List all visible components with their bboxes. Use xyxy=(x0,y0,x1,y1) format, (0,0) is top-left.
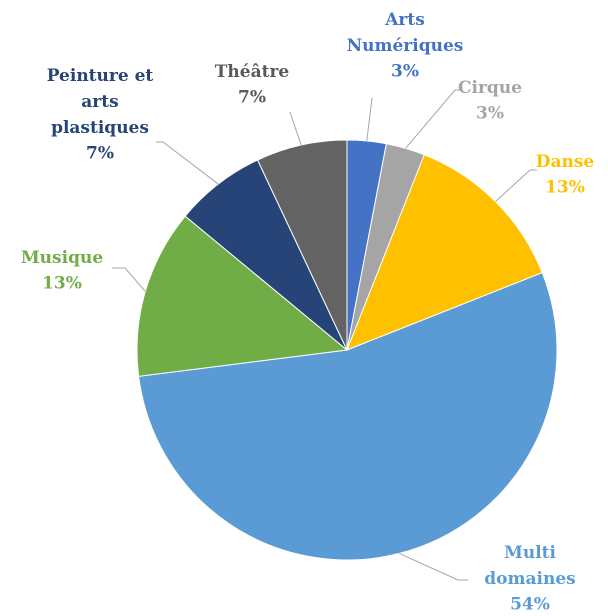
leader-line xyxy=(156,141,219,185)
slice-label: Cirque xyxy=(458,78,522,98)
slice-label: Peinture et arts plastiques xyxy=(47,66,154,138)
slice-value-label: 13% xyxy=(42,274,82,294)
slice-label: Danse xyxy=(536,152,595,172)
slice-label: Multi domaines xyxy=(484,543,575,589)
leader-line xyxy=(495,169,537,202)
leader-line xyxy=(405,89,462,149)
slice-label: Théâtre xyxy=(215,62,290,82)
leader-line xyxy=(289,111,302,146)
slice-value-label: 13% xyxy=(545,178,585,198)
slice-label: Musique xyxy=(21,248,103,268)
slice-value-label: 3% xyxy=(391,62,419,82)
leader-line xyxy=(112,267,146,292)
slice-value-label: 7% xyxy=(86,144,114,164)
slice-value-label: 7% xyxy=(238,88,266,108)
slice-value-label: 3% xyxy=(476,104,504,124)
slice-label: Arts Numériques xyxy=(347,10,464,56)
pie-slice xyxy=(136,215,349,377)
leader-line xyxy=(399,552,468,581)
leader-line xyxy=(366,97,373,141)
pie-slice xyxy=(346,154,543,351)
slice-value-label: 54% xyxy=(510,595,550,615)
